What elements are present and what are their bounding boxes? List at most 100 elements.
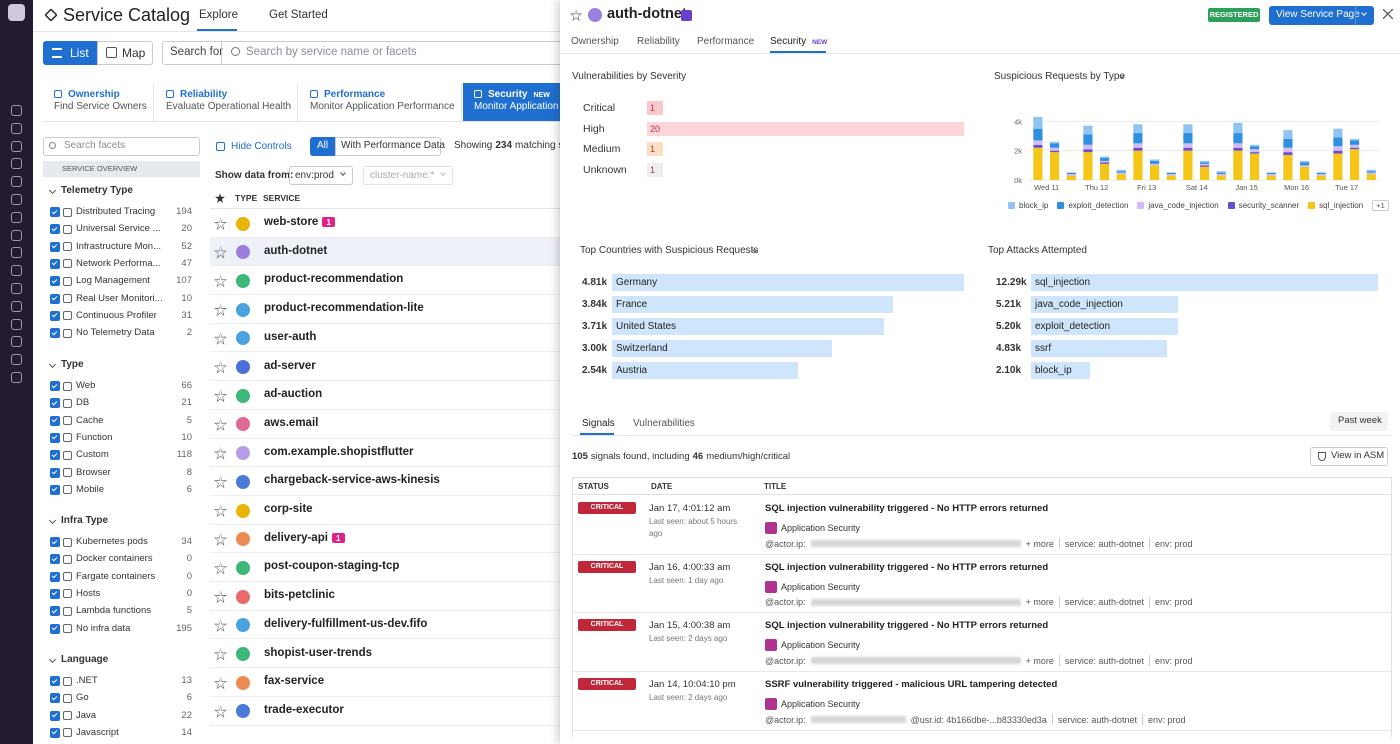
nav-icon[interactable] (11, 194, 22, 205)
signal-title[interactable]: SQL injection vulnerability triggered - … (765, 620, 1049, 632)
facet-checkbox[interactable] (50, 432, 60, 443)
service-row[interactable] (210, 324, 560, 353)
facet-checkbox[interactable] (50, 623, 60, 634)
facet-label[interactable]: Web (76, 380, 96, 391)
legend-item[interactable]: security_scanner (1227, 201, 1299, 210)
facet-label[interactable]: DB (76, 397, 90, 409)
facet-label[interactable]: Docker containers (76, 553, 153, 565)
nav-icon[interactable] (11, 158, 22, 170)
hide-controls[interactable]: Hide Controls (231, 141, 292, 152)
facet-checkbox[interactable] (50, 467, 60, 478)
facet-checkbox[interactable] (50, 484, 60, 495)
facet-label[interactable]: Cache (76, 414, 104, 426)
facet-label[interactable]: Continuous Profiler (76, 309, 157, 321)
legend-item[interactable]: sql_injection (1308, 201, 1363, 210)
panel-tab[interactable]: Ownership (571, 36, 619, 47)
facet-label[interactable]: No infra data (76, 622, 131, 634)
nav-icon[interactable] (11, 265, 22, 277)
widget-title[interactable]: Top Countries with Suspicious Requests (580, 245, 759, 256)
facet-checkbox[interactable] (50, 676, 60, 686)
legend-item[interactable]: block_ip (1008, 201, 1048, 210)
panel-tab[interactable]: Performance (697, 36, 755, 47)
panel-tab[interactable]: Reliability (637, 36, 680, 47)
service-row[interactable] (210, 525, 560, 554)
service-row[interactable] (210, 467, 560, 496)
signal-title[interactable]: SQL injection vulnerability triggered - … (765, 561, 1049, 573)
feature-card[interactable] (155, 83, 298, 121)
facet-checkbox[interactable] (50, 258, 60, 269)
facet-label[interactable]: Java (76, 709, 97, 721)
service-row[interactable] (210, 640, 560, 669)
nav-icon[interactable] (11, 283, 22, 294)
nav-icon[interactable] (11, 122, 22, 134)
facet-checkbox[interactable] (50, 571, 60, 582)
period-button[interactable] (1330, 412, 1388, 431)
service-row[interactable] (210, 611, 560, 640)
facet-checkbox[interactable] (50, 276, 60, 287)
service-row[interactable] (210, 496, 560, 525)
facet-checkbox[interactable] (50, 588, 60, 599)
facet-checkbox[interactable] (50, 241, 60, 252)
view-service-label[interactable]: View Service Page (1276, 9, 1360, 20)
facet-label[interactable]: Log Management (76, 275, 150, 287)
env-select[interactable] (289, 166, 353, 185)
service-row[interactable] (210, 295, 560, 324)
nav-icon[interactable] (11, 336, 22, 348)
facet-checkbox[interactable] (50, 554, 60, 565)
signal-row[interactable] (573, 555, 1391, 614)
service-row[interactable] (210, 381, 560, 410)
chart-title[interactable]: Suspicious Requests by Type (994, 71, 1126, 82)
legend-item[interactable]: java_code_injection (1137, 201, 1219, 210)
feature-card[interactable] (43, 83, 154, 121)
facet-checkbox[interactable] (50, 224, 60, 235)
facet-label[interactable]: Hosts (76, 587, 101, 599)
facet-label[interactable]: Browser (76, 466, 111, 478)
nav-icon[interactable] (11, 354, 22, 366)
nav-icon[interactable] (11, 247, 22, 259)
facet-label[interactable]: Network Performa... (76, 257, 161, 269)
legend-item[interactable]: exploit_detection (1057, 201, 1128, 210)
facet-checkbox[interactable] (50, 693, 60, 704)
facet-label[interactable]: Universal Service ... (76, 223, 161, 235)
facet-checkbox[interactable] (50, 328, 60, 339)
signal-title[interactable]: SSRF vulnerability triggered - malicious… (765, 679, 1058, 691)
service-row[interactable] (210, 237, 560, 267)
signal-row[interactable] (573, 672, 1391, 731)
nav-icon[interactable] (11, 318, 22, 330)
signal-row[interactable] (573, 496, 1391, 555)
cluster-select[interactable] (363, 166, 453, 185)
view-asm-button[interactable] (1310, 447, 1388, 466)
facet-label[interactable]: No Telemetry Data (76, 327, 155, 339)
nav-icon[interactable] (11, 140, 22, 152)
service-row[interactable] (210, 697, 560, 726)
list-button[interactable] (43, 41, 97, 65)
facet-checkbox[interactable] (50, 727, 60, 738)
service-row[interactable] (210, 266, 560, 296)
facet-label[interactable]: .NET (76, 675, 98, 686)
facet-label[interactable]: Fargate containers (76, 570, 156, 582)
facet-checkbox[interactable] (50, 293, 60, 304)
facet-checkbox[interactable] (50, 398, 60, 409)
facet-label[interactable]: Javascript (76, 726, 119, 738)
service-row[interactable] (210, 553, 560, 583)
signals-tab[interactable]: Vulnerabilities (633, 418, 695, 429)
filter-perf[interactable] (335, 137, 441, 156)
panel-tab[interactable]: Security NEW (770, 36, 828, 47)
facet-label[interactable]: Function (76, 431, 113, 443)
nav-tab[interactable]: Explore (199, 9, 238, 21)
facet-label[interactable]: Go (76, 692, 89, 704)
facet-label[interactable]: Real User Monitori... (76, 292, 163, 304)
facet-label[interactable]: Distributed Tracing (76, 206, 156, 217)
service-row[interactable] (210, 668, 560, 697)
facet-checkbox[interactable] (50, 381, 60, 391)
facet-checkbox[interactable] (50, 207, 60, 217)
facet-label[interactable]: Kubernetes pods (76, 536, 148, 547)
facet-checkbox[interactable] (50, 710, 60, 721)
nav-icon[interactable] (11, 300, 22, 312)
filter-all[interactable] (310, 137, 336, 156)
signals-tab[interactable]: Signals (582, 418, 615, 429)
facet-checkbox[interactable] (50, 450, 60, 461)
view-asm-label[interactable]: View in ASM (1331, 450, 1385, 461)
facet-label[interactable]: Lambda functions (76, 605, 151, 617)
service-row[interactable] (210, 439, 560, 468)
